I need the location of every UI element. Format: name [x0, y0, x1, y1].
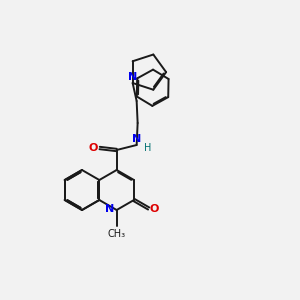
Text: H: H	[144, 143, 151, 153]
Text: N: N	[128, 72, 137, 82]
Text: CH₃: CH₃	[108, 229, 126, 239]
Text: O: O	[88, 143, 98, 153]
Text: N: N	[105, 204, 115, 214]
Text: O: O	[150, 205, 159, 214]
Text: N: N	[132, 134, 141, 144]
